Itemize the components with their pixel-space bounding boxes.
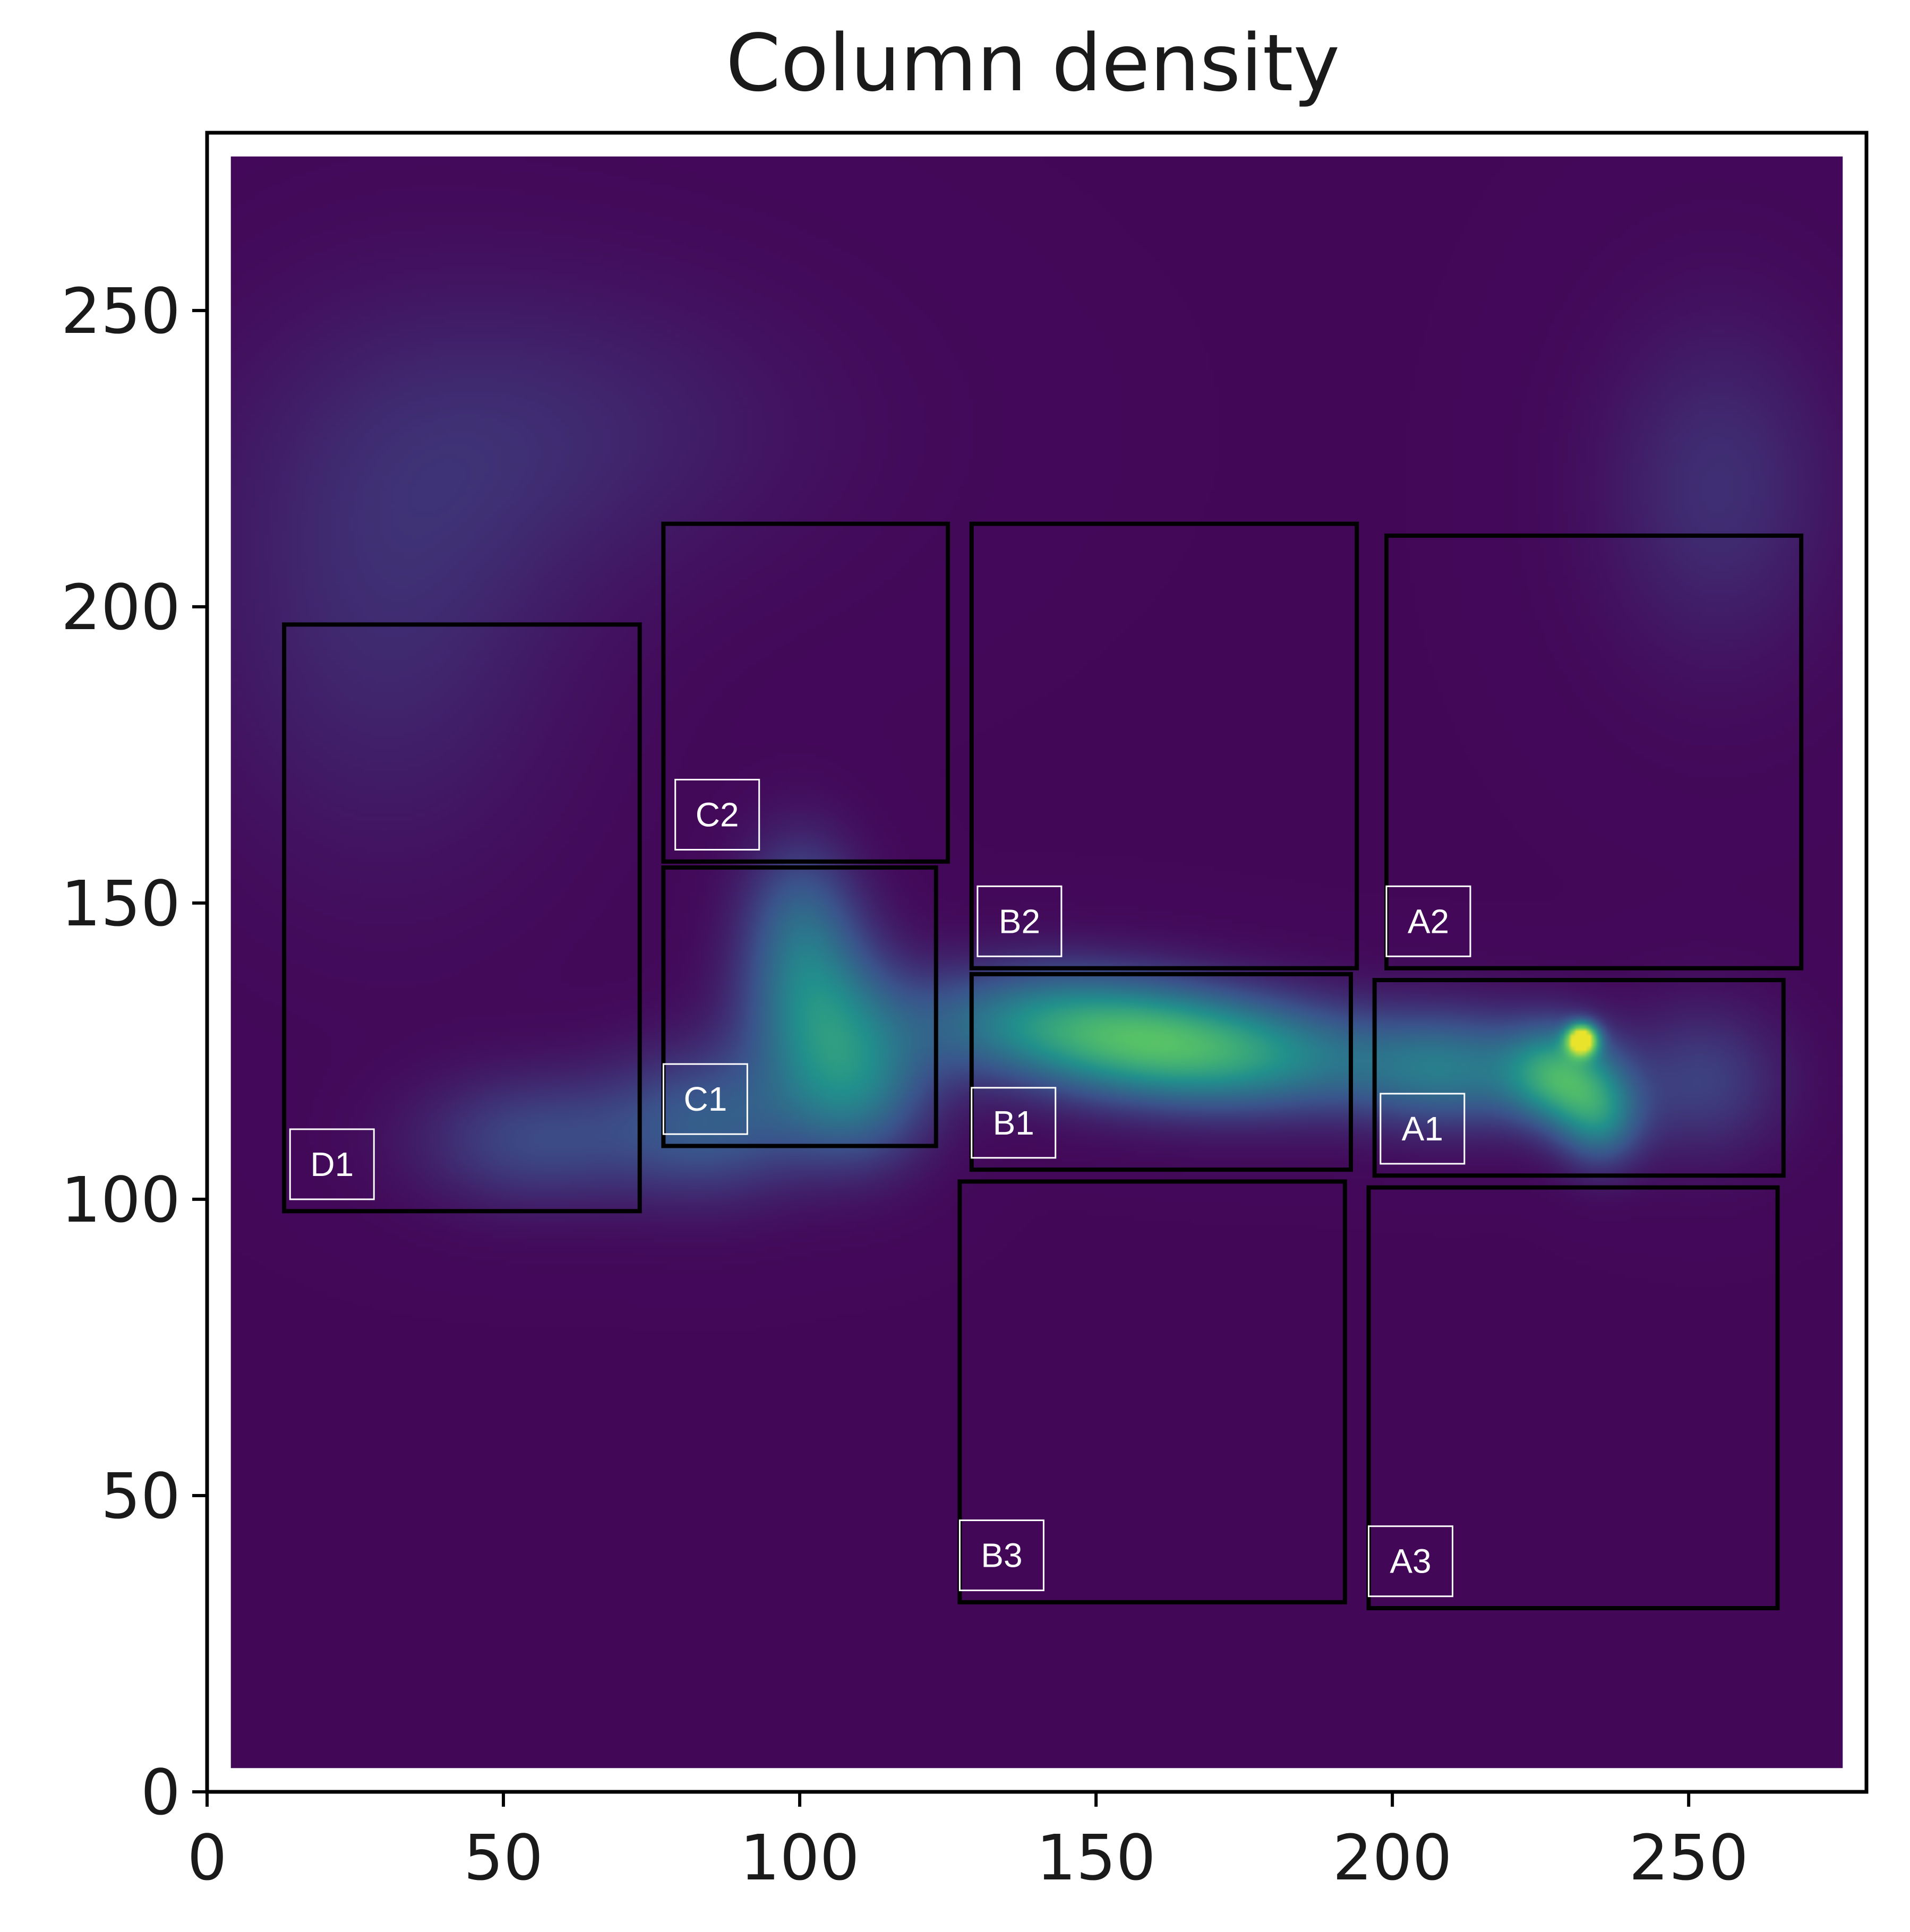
y-tick-label: 250 <box>61 274 181 348</box>
x-tick-label: 150 <box>1036 1821 1155 1894</box>
y-tick-label: 100 <box>61 1163 181 1237</box>
region-label-box <box>1368 1525 1453 1598</box>
region-box <box>1372 977 1786 1178</box>
x-tick-label: 100 <box>740 1821 859 1894</box>
column-density-heatmap <box>230 156 1843 1768</box>
x-tick-label: 50 <box>464 1821 543 1894</box>
region-a2: A2 <box>1384 533 1804 971</box>
region-label: A1 <box>1402 1110 1443 1148</box>
y-tick-label: 200 <box>61 571 181 644</box>
region-box <box>1384 533 1804 971</box>
region-label-box <box>289 1128 375 1200</box>
region-label: B1 <box>993 1104 1034 1142</box>
y-tick-label: 0 <box>141 1756 181 1829</box>
region-a1: A1 <box>1372 977 1786 1178</box>
heatmap-image <box>230 156 1843 1768</box>
region-box <box>1366 1185 1780 1611</box>
x-axis: 0 50 100 150 200 250 <box>187 1792 1749 1894</box>
region-label-box <box>977 885 1063 957</box>
region-label-box <box>1385 885 1471 957</box>
chart-title: Column density <box>726 18 1340 109</box>
region-box <box>969 972 1354 1172</box>
region-label: C1 <box>683 1080 727 1118</box>
region-b2: B2 <box>969 521 1359 971</box>
region-label: C2 <box>696 795 739 834</box>
x-tick-label: 200 <box>1333 1821 1452 1894</box>
region-label-box <box>662 1063 748 1135</box>
region-label: B2 <box>999 902 1040 940</box>
region-box <box>282 622 642 1214</box>
region-label-box <box>971 1087 1057 1159</box>
region-label-box <box>1380 1093 1466 1165</box>
region-label: D1 <box>310 1145 354 1183</box>
y-axis: 0 50 100 150 200 250 <box>61 274 207 1829</box>
y-tick-label: 150 <box>61 867 181 940</box>
region-boxes: A1 A2 A3 B1 B2 B3 C1 C2 D1 <box>282 521 1804 1611</box>
region-c1: C1 <box>661 865 938 1148</box>
y-tick-label: 50 <box>101 1459 181 1533</box>
region-label-box <box>958 1519 1044 1592</box>
region-label: A2 <box>1408 902 1449 940</box>
x-tick-label: 0 <box>187 1821 227 1894</box>
region-label-box <box>674 778 760 851</box>
region-box <box>661 865 938 1148</box>
region-label: A3 <box>1390 1542 1431 1581</box>
region-b3: B3 <box>957 1179 1347 1604</box>
region-a3: A3 <box>1366 1185 1780 1611</box>
region-box <box>969 521 1359 971</box>
x-tick-label: 250 <box>1629 1821 1749 1894</box>
region-box <box>957 1179 1347 1604</box>
region-d1: D1 <box>282 622 642 1214</box>
region-box <box>661 521 950 864</box>
region-b1: B1 <box>969 972 1354 1172</box>
region-label: B3 <box>981 1536 1022 1575</box>
region-c2: C2 <box>661 521 950 864</box>
